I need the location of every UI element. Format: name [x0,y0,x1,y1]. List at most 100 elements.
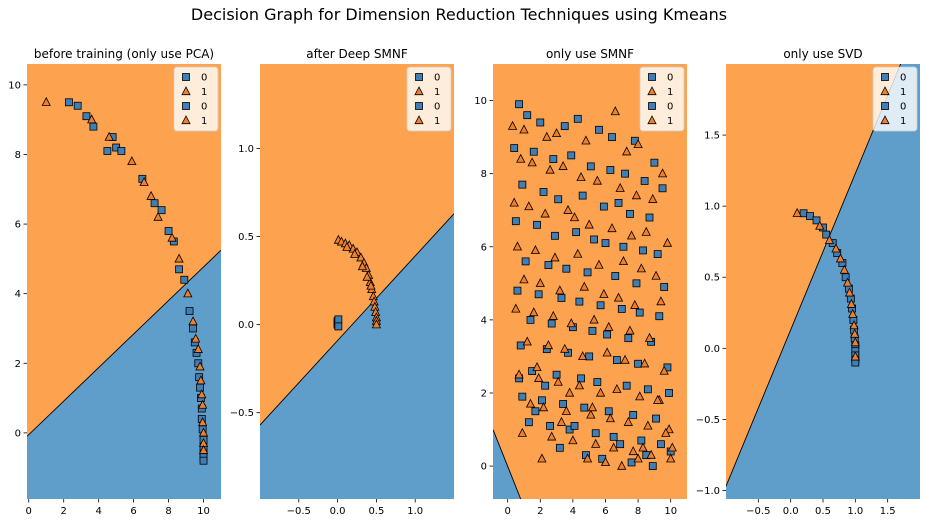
class1-point [850,337,860,347]
class0-point [627,458,636,467]
class1-point [636,263,647,273]
legend-marker [182,73,190,81]
class1-point [542,131,552,141]
class0-point [199,456,208,465]
class1-point [595,387,606,397]
legend-marker [414,86,424,96]
class0-point [546,421,554,430]
class1-point [566,318,576,328]
y-tick-label: 0 [15,428,21,439]
x-tick-label: 0.5 [368,506,384,517]
class0-point [652,414,660,423]
class1-point [512,241,523,251]
class0-point [549,155,558,163]
class1-point [844,287,855,297]
x-tick-label: 0.5 [815,506,831,517]
class1-point [615,182,625,192]
class0-point [557,294,566,302]
class1-point [591,438,601,448]
class1-point [850,328,860,338]
class0-point [103,147,112,155]
class1-point [545,164,555,174]
class0-point [117,147,126,155]
class1-point [548,310,558,320]
class0-point [65,98,73,107]
class1-point [631,190,642,200]
region-class-0 [27,250,221,499]
class0-point [578,191,587,200]
class1-point [630,299,640,309]
class1-point [607,223,617,233]
class0-point [164,227,173,235]
class1-point [662,237,673,247]
class0-point [516,341,525,350]
legend: 0 1 0 1 [872,66,918,132]
class1-point [824,234,835,244]
legend-box [406,66,452,132]
class0-point [518,392,527,401]
y-tick-label: −0.5 [230,408,254,419]
class1-point [198,444,209,454]
class0-point [564,348,572,357]
class1-point [589,314,599,324]
class0-point [586,162,595,171]
class1-point [362,271,372,281]
class0-point [634,359,642,368]
x-tick-label: 1.0 [847,506,863,517]
y-tick-label: −0.5 [696,415,720,426]
legend-marker [647,115,657,125]
subplot-title: only use SVD [783,47,862,61]
legend-label: 1 [434,87,440,98]
x-tick-label: 6 [130,506,136,517]
class1-point [555,285,565,295]
class1-point [612,383,622,393]
class1-point [578,351,588,361]
legend-box [872,66,918,132]
class1-point [659,365,669,375]
class0-point [585,352,594,361]
class0-point [150,199,159,208]
class0-point [534,290,543,299]
class1-point [667,442,677,452]
class1-point [657,168,668,178]
class1-point [550,252,560,262]
class1-point [87,114,97,124]
class1-point [623,416,633,426]
class1-point [661,427,671,437]
class1-point [651,270,661,280]
class0-point [619,242,628,251]
y-tick-label: −1.0 [696,486,720,497]
class1-point [514,369,524,379]
x-tick-label: 8 [165,506,171,517]
class0-point [617,305,626,313]
class1-point [648,193,658,203]
legend-marker [648,73,656,81]
class0-point [604,407,613,416]
class1-point [602,347,612,357]
figure-title: Decision Graph for Dimension Reduction T… [191,5,727,24]
region-class-0 [726,64,920,499]
class1-point [587,402,598,412]
class0-point [577,374,585,383]
class1-point [579,281,589,291]
legend-marker [880,86,890,96]
class1-point [553,376,563,386]
class1-point [556,416,567,426]
class1-point [656,296,666,306]
class1-point [563,204,573,214]
class0-point [521,257,530,266]
class1-point [610,106,620,116]
region-class-1 [27,64,221,437]
class1-point [196,375,206,385]
legend-label: 0 [667,102,673,113]
class0-point [518,180,527,189]
class1-point [533,373,544,382]
class0-point [658,184,667,193]
class1-point [519,274,529,284]
class1-point [525,398,536,408]
y-tick-label: 2 [15,359,21,370]
region-class-0 [260,213,454,499]
class0-point [588,326,597,335]
class0-point [531,407,540,416]
